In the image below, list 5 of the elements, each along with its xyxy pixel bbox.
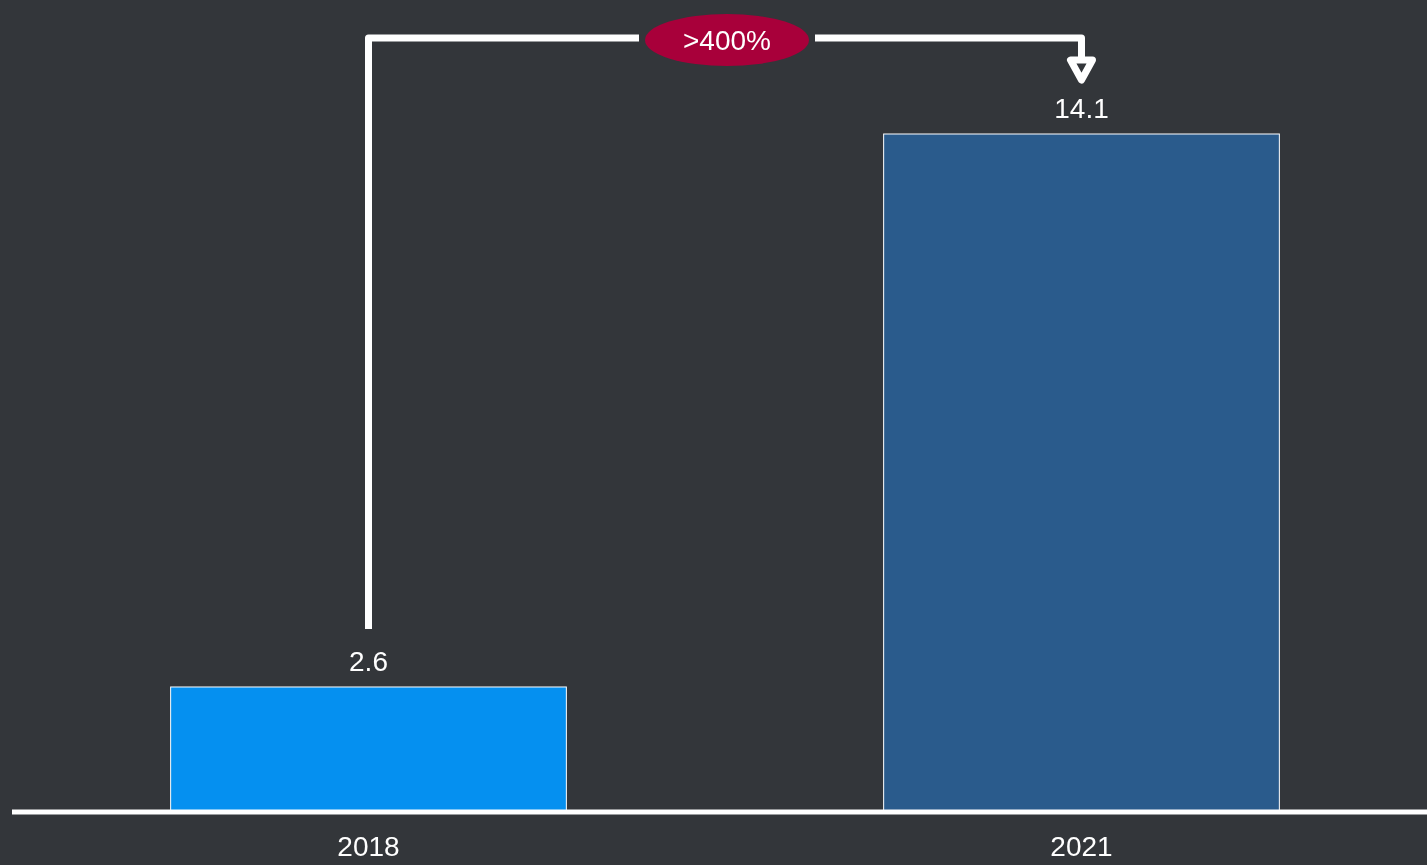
x-tick-label: 2018 xyxy=(337,831,400,862)
data-label: 14.1 xyxy=(1054,93,1109,124)
data-label: 2.6 xyxy=(349,645,388,677)
text: >400% xyxy=(683,25,771,56)
x-tick-label: 2021 xyxy=(1050,831,1113,862)
